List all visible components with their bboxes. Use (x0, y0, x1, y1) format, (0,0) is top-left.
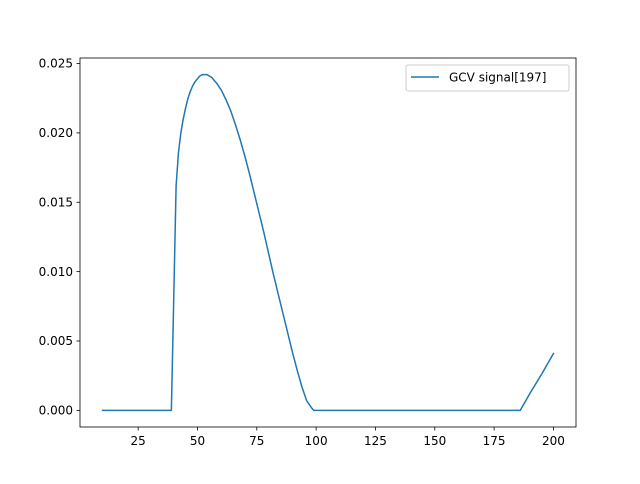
x-axis: 25 50 75 100 125 150 175 200 (131, 427, 565, 448)
y-tick-label: 0.015 (39, 195, 73, 209)
y-tick-label: 0.020 (39, 126, 73, 140)
y-tick-label: 0.005 (39, 334, 73, 348)
x-tick-label: 175 (483, 434, 506, 448)
series-line (101, 73, 555, 412)
x-tick-label: 75 (249, 434, 264, 448)
axes-background (80, 58, 576, 427)
legend: GCV signal[197] (405, 64, 570, 92)
y-axis: 0.000 0.005 0.010 0.015 0.020 0.025 (39, 57, 80, 418)
legend-box (405, 64, 570, 92)
x-tick-label: 50 (190, 434, 205, 448)
legend-label: GCV signal[197] (449, 71, 546, 85)
axes-frame (79, 57, 577, 428)
x-tick-label: 100 (305, 434, 328, 448)
x-tick-label: 150 (423, 434, 446, 448)
y-tick-label: 0.010 (39, 265, 73, 279)
x-tick-label: 25 (131, 434, 146, 448)
x-tick-label: 200 (542, 434, 565, 448)
x-tick-label: 125 (364, 434, 387, 448)
series-layer (101, 73, 555, 412)
y-tick-label: 0.025 (39, 57, 73, 71)
y-tick-label: 0.000 (39, 404, 73, 418)
